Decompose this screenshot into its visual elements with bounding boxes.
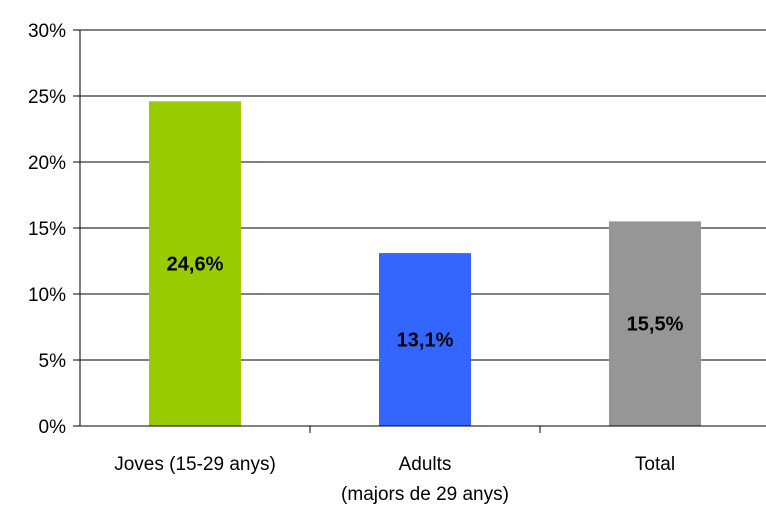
- x-tick-label: Adults: [399, 454, 452, 475]
- y-tick-label: 0%: [39, 417, 67, 438]
- y-tick-label: 15%: [28, 219, 66, 240]
- bar: [379, 253, 471, 426]
- y-tick-label: 5%: [39, 351, 67, 372]
- data-labels: 24,6% 13,1% 15,5%: [167, 254, 684, 352]
- y-tick-label: 20%: [28, 153, 66, 174]
- y-tick-labels: 0% 5% 10% 15% 20% 25% 30%: [28, 21, 80, 438]
- y-tick-label: 10%: [28, 285, 66, 306]
- x-tick-label: Total: [635, 454, 675, 475]
- x-tick-label: Joves (15-29 anys): [114, 454, 276, 475]
- x-tick-label: (majors de 29 anys): [341, 484, 509, 505]
- bars: [149, 101, 701, 426]
- y-tick-label: 25%: [28, 87, 66, 108]
- data-label: 13,1%: [397, 330, 454, 352]
- bar: [609, 221, 701, 426]
- data-label: 24,6%: [167, 254, 224, 276]
- bar: [149, 101, 241, 426]
- data-label: 15,5%: [627, 314, 684, 336]
- x-tick-labels: Joves (15-29 anys) Adults (majors de 29 an…: [114, 454, 675, 505]
- y-tick-label: 30%: [28, 21, 66, 42]
